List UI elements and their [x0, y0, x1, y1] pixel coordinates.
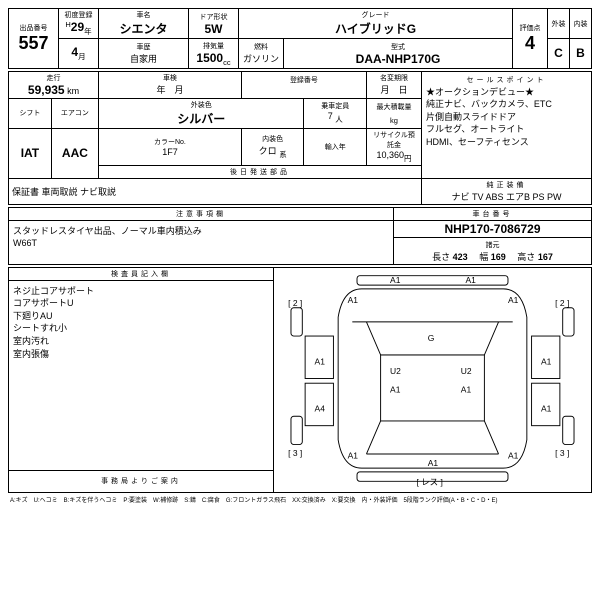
score-label: 評価点 — [516, 23, 544, 33]
equipment: ナビ TV ABS エアB PS PW — [425, 190, 588, 203]
sales-point: 片側自動スライドドア — [426, 111, 587, 124]
int-color: クロ — [259, 146, 277, 156]
color-no: 1F7 — [102, 147, 238, 157]
door-value: 5W — [192, 22, 235, 36]
score-value: 4 — [516, 33, 544, 54]
history-value: 自家用 — [102, 52, 185, 65]
lot-number: 557 — [12, 33, 55, 54]
svg-text:[ 3 ]: [ 3 ] — [555, 448, 569, 458]
recycle-fee: 10,360 — [376, 150, 404, 160]
svg-text:A1: A1 — [348, 451, 359, 461]
svg-text:[ 2 ]: [ 2 ] — [288, 298, 302, 308]
int-score: B — [570, 39, 592, 69]
mileage: 59,935 — [28, 83, 65, 97]
svg-text:A1: A1 — [541, 404, 552, 414]
accessories: 保証書 車両取説 ナビ取説 — [9, 178, 422, 204]
name-label: 車名 — [102, 10, 185, 20]
inspect-line: ネジ止コアサポート — [13, 285, 269, 298]
header-table: 出品番号 557 初度登録 H29年 車名 シエンタ ドア形状 5W グレード … — [8, 8, 592, 69]
inspect-line: シートすれ小 — [13, 322, 269, 335]
svg-text:A1: A1 — [461, 385, 472, 395]
first-reg-label: 初度登録 — [62, 10, 95, 20]
ext-color: シルバー — [102, 110, 300, 127]
legend: A:キズ U:ヘコミ B:キズを伴うヘコミ P:要塗装 W:補修跡 S:錆 C:… — [8, 493, 592, 506]
spare-tyre: [ レス ] — [416, 477, 442, 487]
inspect-line: 室内汚れ — [13, 335, 269, 348]
grade-value: ハイブリッドG — [242, 20, 509, 37]
svg-text:A1: A1 — [541, 356, 552, 366]
sales-point: 純正ナビ、バックカメラ、ETC — [426, 98, 587, 111]
sales-point: フルセグ、オートライト — [426, 123, 587, 136]
inspect-line: 室内張傷 — [13, 348, 269, 361]
notice-line: スタッドレスタイヤ出品、ノーマル車内積込み — [13, 225, 389, 238]
ac-value: AAC — [51, 128, 98, 178]
chassis-number: NHP170-7086729 — [394, 220, 592, 237]
sales-point: HDMI、セーフティセンス — [426, 136, 587, 149]
mid-table: 走行 59,935 km 車検 年 月 登録番号 名変期限 月 日 セールスポイ… — [8, 71, 592, 205]
inspect-line: 下廻りAU — [13, 310, 269, 323]
svg-text:A1: A1 — [348, 295, 359, 305]
svg-text:U2: U2 — [461, 366, 472, 376]
svg-text:A1: A1 — [508, 451, 519, 461]
svg-text:A4: A4 — [315, 404, 326, 414]
svg-text:U2: U2 — [390, 366, 401, 376]
sales-point: ★オークションデビュー★ — [426, 86, 587, 99]
svg-text:A1: A1 — [390, 275, 401, 285]
door-label: ドア形状 — [192, 12, 235, 22]
lot-label: 出品番号 — [12, 23, 55, 33]
ext-score: C — [548, 39, 570, 69]
svg-text:A1: A1 — [428, 458, 439, 468]
notice-line: W66T — [13, 237, 389, 250]
model-code: DAA-NHP170G — [356, 52, 441, 66]
car-name: シエンタ — [102, 20, 185, 37]
grade-label: グレード — [242, 10, 509, 20]
fuel-value: ガソリン — [243, 54, 279, 64]
svg-text:A1: A1 — [508, 295, 519, 305]
displacement: 1500 — [196, 51, 223, 65]
shift-value: IAT — [9, 128, 52, 178]
damage-diagram: A1A1 A1A1 G U2U2 A1A1 A1A1 A4A1 A1A1 A1 … — [274, 267, 592, 492]
ext-label: 外装 — [551, 19, 566, 29]
svg-text:[ 2 ]: [ 2 ] — [555, 298, 569, 308]
inspect-table: 検査員記入欄 — [8, 267, 592, 493]
inspect-line: コアサポートU — [13, 297, 269, 310]
svg-text:A1: A1 — [390, 385, 401, 395]
int-label: 内装 — [573, 19, 588, 29]
svg-text:G: G — [428, 333, 435, 343]
svg-text:A1: A1 — [315, 356, 326, 366]
svg-text:[ 3 ]: [ 3 ] — [288, 448, 302, 458]
notice-table: 注意事項欄 車台番号 スタッドレスタイヤ出品、ノーマル車内積込み W66T NH… — [8, 207, 592, 265]
svg-text:A1: A1 — [466, 275, 477, 285]
